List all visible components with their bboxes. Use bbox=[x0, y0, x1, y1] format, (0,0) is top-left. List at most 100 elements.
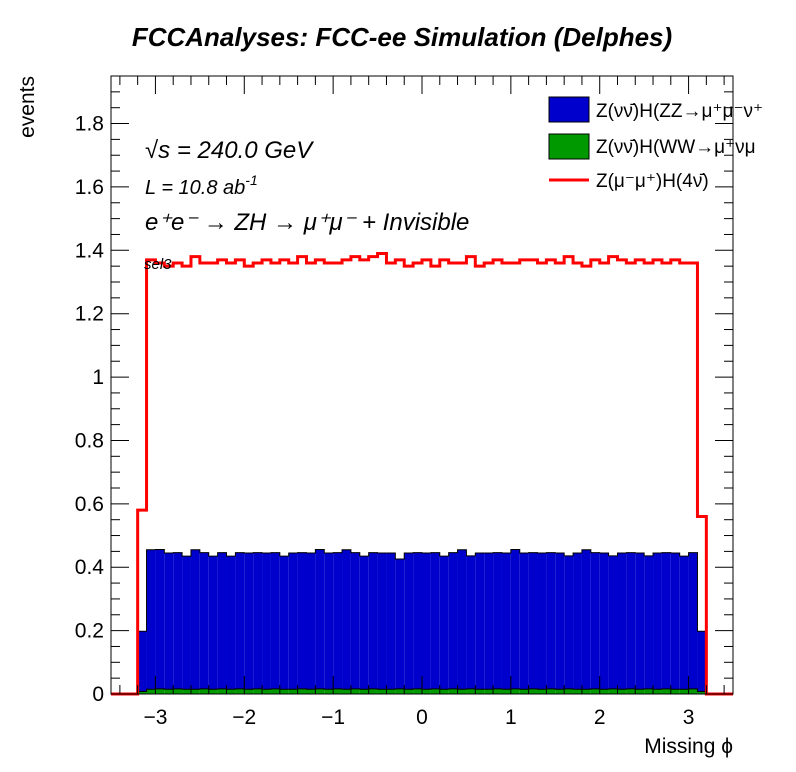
bar-zz-bin bbox=[146, 549, 156, 690]
sqrt-s-value: = 240.0 GeV bbox=[170, 137, 314, 164]
bar-ww-bin bbox=[590, 688, 600, 694]
bar-ww-bin bbox=[519, 689, 529, 694]
bar-ww-bin bbox=[279, 689, 289, 694]
bar-ww-bin bbox=[617, 689, 627, 694]
bar-ww-bin bbox=[270, 688, 280, 694]
bar-ww-bin bbox=[484, 689, 494, 694]
bar-ww-bin bbox=[573, 689, 582, 694]
bar-ww-bin bbox=[226, 689, 236, 694]
bar-zz-bin bbox=[448, 552, 458, 689]
bar-ww-bin bbox=[546, 688, 556, 694]
bar-zz-bin bbox=[519, 552, 529, 690]
bar-ww-bin bbox=[528, 688, 538, 694]
bar-zz-bin bbox=[573, 552, 582, 690]
bar-zz-bin bbox=[457, 549, 467, 690]
bar-zz-bin bbox=[279, 556, 289, 690]
bar-ww-bin bbox=[368, 688, 378, 694]
chart-title: FCCAnalyses: FCC-ee Simulation (Delphes) bbox=[132, 22, 672, 52]
bar-zz-bin bbox=[670, 552, 680, 690]
bar-zz-bin bbox=[297, 552, 307, 689]
bar-zz-bin bbox=[635, 552, 645, 690]
y-tick-label: 0.6 bbox=[75, 493, 104, 516]
bar-zz-bin bbox=[501, 552, 511, 690]
bar-ww-bin bbox=[155, 688, 165, 694]
bar-zz-bin bbox=[377, 552, 387, 690]
bar-zz-bin bbox=[288, 552, 298, 690]
bar-ww-bin bbox=[253, 688, 263, 694]
bar-ww-bin bbox=[493, 688, 502, 694]
bar-zz-bin bbox=[510, 549, 520, 689]
bar-ww-bin bbox=[377, 689, 387, 694]
bar-ww-bin bbox=[501, 689, 511, 694]
stack-outline-zz bbox=[137, 548, 707, 694]
bar-ww-bin bbox=[457, 689, 467, 694]
y-tick-label: 1.4 bbox=[75, 239, 105, 262]
bar-zz-bin bbox=[439, 556, 449, 690]
bar-ww-bin bbox=[190, 689, 200, 694]
bar-ww-bin bbox=[173, 688, 183, 694]
legend-label-zz: Z(νν̄)H(ZZ→μ⁺μ⁻ν⁺ bbox=[596, 101, 763, 122]
bar-zz-bin bbox=[359, 556, 369, 690]
bar-zz-bin bbox=[697, 631, 707, 692]
bar-ww-bin bbox=[137, 691, 147, 694]
y-tick-label: 0.4 bbox=[75, 556, 105, 579]
x-tick-label: 3 bbox=[683, 706, 695, 729]
bar-ww-bin bbox=[475, 689, 485, 694]
bar-zz-bin bbox=[350, 552, 360, 689]
bar-zz-bin bbox=[226, 556, 236, 690]
bar-ww-bin bbox=[199, 688, 209, 694]
bar-ww-bin bbox=[670, 689, 680, 694]
bar-zz-bin bbox=[493, 552, 502, 689]
bar-zz-bin bbox=[644, 555, 654, 689]
bar-zz-bin bbox=[608, 555, 618, 689]
bar-ww-bin bbox=[448, 688, 458, 694]
bar-zz-bin bbox=[430, 552, 440, 689]
bar-ww-bin bbox=[315, 688, 325, 694]
bar-ww-bin bbox=[235, 688, 245, 694]
bar-zz-bin bbox=[208, 556, 218, 690]
y-axis-label: events bbox=[16, 76, 39, 138]
bar-zz-bin bbox=[688, 552, 698, 689]
bar-zz-bin bbox=[484, 552, 494, 690]
bar-ww-bin bbox=[146, 689, 156, 694]
bar-zz-bin bbox=[368, 552, 378, 689]
series-line-z-mumu-h-4nu bbox=[111, 251, 733, 696]
bar-ww-bin bbox=[244, 689, 254, 694]
bar-zz-bin bbox=[386, 552, 396, 690]
bar-zz-bin bbox=[395, 558, 405, 689]
bar-ww-bin bbox=[350, 688, 360, 694]
bar-zz-bin bbox=[253, 552, 263, 689]
bar-zz-bin bbox=[217, 552, 227, 689]
bar-ww-bin bbox=[626, 688, 636, 694]
y-tick-label: 0.8 bbox=[75, 429, 104, 452]
bar-ww-bin bbox=[555, 689, 565, 694]
y-axis-ticks: 0 0.2 0.4 0.6 0.8 1 1.2 1.4 1.6 1.8 bbox=[75, 75, 733, 706]
bar-ww-bin bbox=[661, 688, 671, 694]
x-tick-label: 2 bbox=[594, 706, 606, 729]
bar-zz-bin bbox=[315, 549, 325, 689]
y-tick-label: 0 bbox=[92, 683, 104, 706]
bar-ww-bin bbox=[644, 688, 654, 694]
bar-zz-bin bbox=[413, 552, 422, 689]
bar-ww-bin bbox=[182, 689, 191, 694]
bar-zz-bin bbox=[173, 552, 183, 689]
bar-ww-bin bbox=[688, 688, 698, 694]
bar-ww-bin bbox=[422, 689, 431, 694]
bar-ww-bin bbox=[653, 689, 662, 694]
bar-zz-bin bbox=[626, 552, 636, 689]
luminosity-prefix: L = 10.8 ab bbox=[145, 177, 245, 199]
bar-ww-bin bbox=[262, 689, 271, 694]
bar-zz-bin bbox=[661, 552, 671, 689]
legend-label-4nu: Z(μ⁻μ⁺)H(4ν̄) bbox=[596, 171, 709, 192]
bar-zz-bin bbox=[590, 552, 600, 689]
x-tick-label: −3 bbox=[143, 706, 167, 729]
bar-zz-bin bbox=[235, 552, 245, 689]
bar-zz-bin bbox=[137, 631, 147, 692]
bar-ww-bin bbox=[208, 689, 218, 694]
bar-ww-bin bbox=[288, 689, 298, 694]
bar-zz-bin bbox=[581, 549, 591, 690]
bar-ww-bin bbox=[386, 689, 396, 694]
bar-zz-bin bbox=[466, 555, 476, 689]
bar-zz-bin bbox=[164, 552, 174, 690]
bar-ww-bin bbox=[679, 689, 689, 694]
